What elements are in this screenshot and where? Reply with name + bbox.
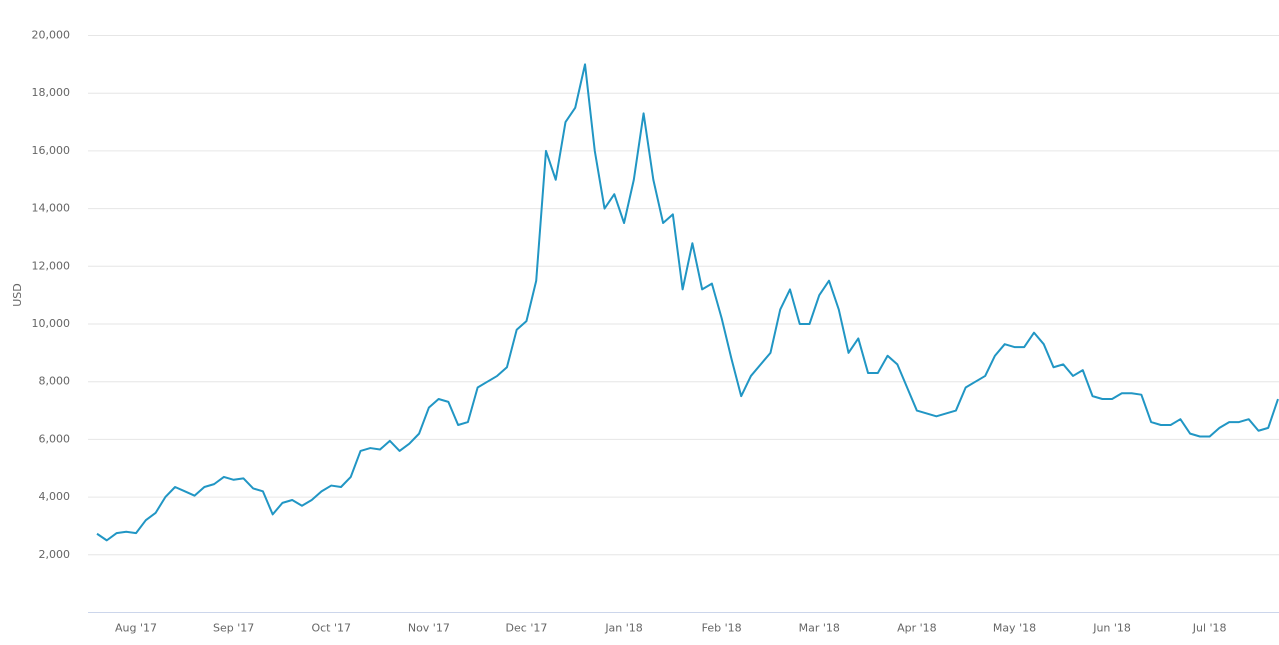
y-tick-label: 8,000 — [39, 375, 71, 388]
y-tick-label: 2,000 — [39, 548, 71, 561]
y-tick-label: 10,000 — [32, 317, 71, 330]
x-tick-label: Dec '17 — [506, 622, 548, 635]
y-tick-label: 20,000 — [32, 29, 71, 42]
y-tick-label: 12,000 — [32, 259, 71, 272]
x-tick-label: Nov '17 — [408, 622, 450, 635]
x-tick-label: Oct '17 — [311, 622, 351, 635]
x-tick-label: Mar '18 — [799, 622, 840, 635]
x-tick-label: Apr '18 — [897, 622, 937, 635]
y-tick-label: 18,000 — [32, 86, 71, 99]
x-tick-label: Jun '18 — [1092, 622, 1131, 635]
x-tick-label: Sep '17 — [213, 622, 254, 635]
x-tick-label: Feb '18 — [702, 622, 742, 635]
x-tick-label: Jan '18 — [604, 622, 642, 635]
x-tick-label: Jul '18 — [1192, 622, 1227, 635]
y-tick-label: 6,000 — [39, 432, 71, 445]
y-tick-label: 14,000 — [32, 202, 71, 215]
price-line — [96, 63, 1279, 542]
y-tick-label: 4,000 — [39, 490, 71, 503]
x-tick-label: May '18 — [993, 622, 1036, 635]
x-tick-label: Aug '17 — [115, 622, 157, 635]
y-tick-label: 16,000 — [32, 144, 71, 157]
y-axis-title: USD — [11, 283, 24, 307]
